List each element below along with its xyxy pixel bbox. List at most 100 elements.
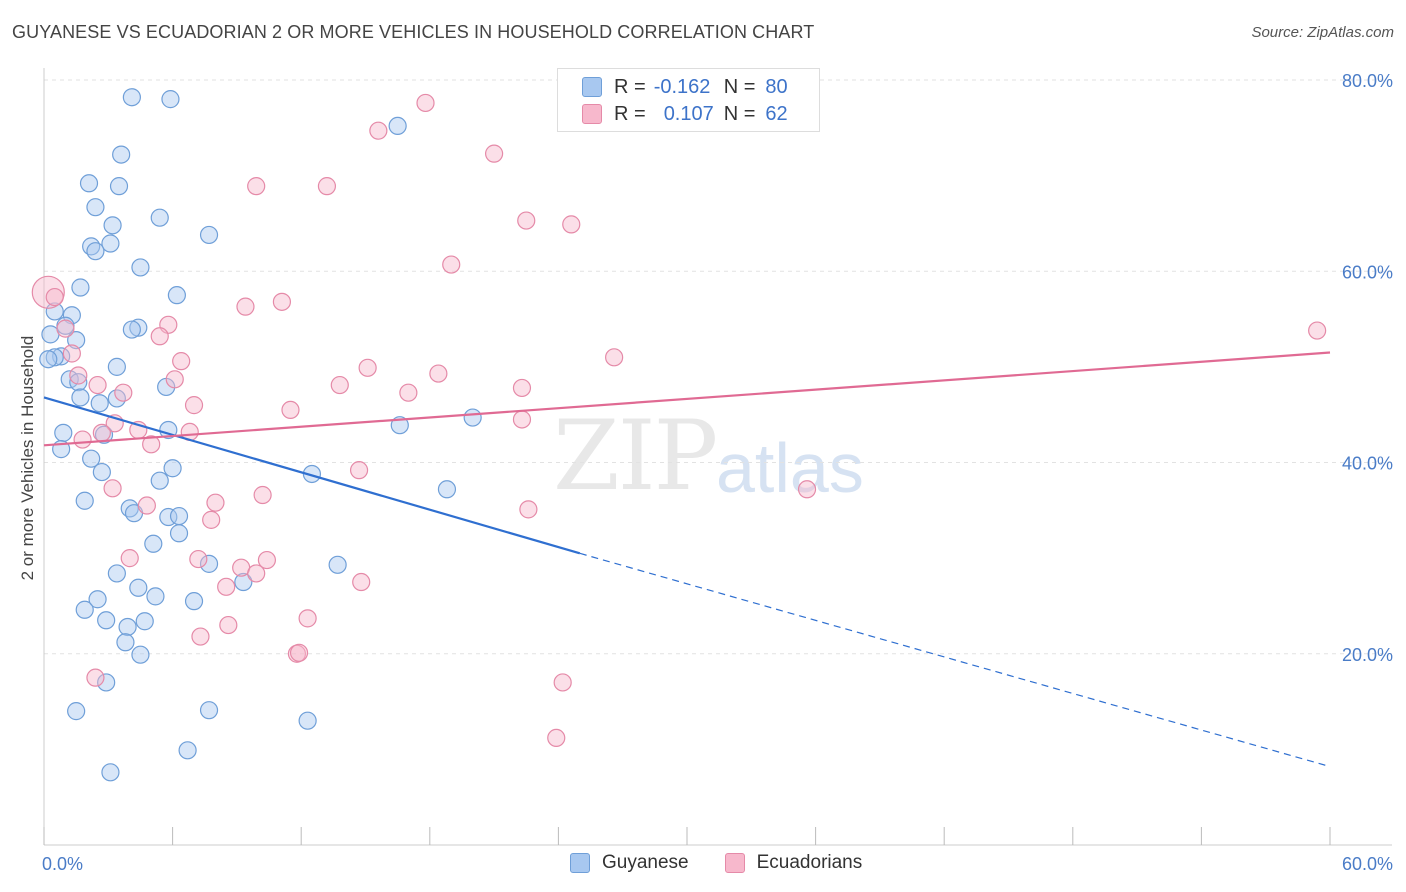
- r-value: 0.107: [663, 102, 714, 125]
- guyanese-point: [129, 578, 148, 597]
- ecuadorians-point: [349, 461, 369, 480]
- y-tick-label: 80.0%: [1342, 71, 1393, 91]
- ecuadorians-point: [73, 430, 92, 449]
- ecuadorians-point: [137, 496, 156, 515]
- guyanese-point: [45, 348, 64, 367]
- ecuadorians-point: [317, 177, 337, 196]
- guyanese-point: [463, 408, 482, 427]
- legend-item-guyanese[interactable]: Guyanese: [570, 852, 689, 874]
- y-axis-label: 2 or more Vehicles in Household: [18, 336, 37, 581]
- ecuadorians-point: [236, 297, 255, 316]
- ecuadorians-point: [191, 627, 210, 646]
- guyanese-point: [88, 590, 107, 609]
- ecuadorians-point: [189, 549, 208, 569]
- guyanese-point: [116, 633, 135, 652]
- ecuadorians-point: [184, 396, 204, 415]
- ecuadorians-point: [114, 383, 133, 402]
- guyanese-point: [75, 491, 94, 510]
- ecuadorians-trend-line: [43, 351, 1331, 447]
- guyanese-point: [131, 258, 150, 277]
- ecuadorians-point: [442, 255, 461, 274]
- guyanese-point: [129, 318, 148, 337]
- guyanese-point: [388, 116, 407, 136]
- r-label: R =: [614, 102, 646, 125]
- y-tick-label: 60.0%: [1342, 262, 1393, 282]
- guyanese-point: [178, 741, 197, 760]
- guyanese-point: [79, 174, 99, 193]
- n-label: N =: [723, 102, 756, 125]
- guyanese-point: [163, 459, 182, 478]
- guyanese-swatch: [570, 853, 590, 873]
- ecuadorians-point: [150, 327, 169, 346]
- ecuadorians-point: [253, 485, 272, 505]
- ecuadorians-point: [429, 364, 448, 383]
- ecuadorians-point: [56, 319, 75, 338]
- source-credit: Source: ZipAtlas.com: [1251, 24, 1394, 41]
- ecuadorians-point: [553, 673, 572, 692]
- ecuadorians-point: [562, 215, 581, 234]
- guyanese-point: [71, 388, 90, 407]
- ecuadorians-point: [517, 211, 536, 230]
- watermark-zip: ZIP: [553, 400, 718, 512]
- guyanese-point: [75, 600, 94, 619]
- guyanese-point: [103, 216, 122, 235]
- guyanese-point: [92, 462, 111, 482]
- guyanese-point: [101, 234, 120, 253]
- ecuadorians-point: [519, 500, 538, 519]
- guyanese-point: [199, 554, 219, 573]
- ecuadorians-point: [202, 510, 221, 529]
- guyanese-point: [86, 242, 105, 261]
- ecuadorians-point: [289, 643, 309, 662]
- guyanese-point: [437, 480, 457, 499]
- watermark-atlas: atlas: [716, 429, 864, 507]
- guyanese-point: [45, 302, 64, 321]
- ecuadorians-point: [485, 144, 504, 163]
- legend-label: Guyanese: [602, 852, 689, 873]
- x-tick-label: 60.0%: [1342, 854, 1393, 874]
- ecuadorians-point: [257, 550, 277, 570]
- guyanese-point: [107, 357, 126, 376]
- legend-item-ecuadorians[interactable]: Ecuadorians: [724, 852, 863, 874]
- guyanese-point: [54, 423, 73, 442]
- n-value: 62: [765, 102, 788, 125]
- guyanese-point: [86, 198, 105, 217]
- guyanese-point: [167, 286, 186, 305]
- guyanese-point: [67, 331, 86, 350]
- ecuadorians-point: [206, 493, 225, 512]
- guyanese-point: [82, 449, 101, 468]
- ecuadorians-point: [88, 375, 107, 395]
- ecuadorians-point: [330, 375, 349, 395]
- guyanese-point: [199, 701, 219, 720]
- guyanese-point: [135, 612, 154, 631]
- guyanese-point: [199, 225, 219, 245]
- r-value: -0.162: [653, 75, 711, 98]
- ecuadorians-point: [399, 383, 418, 402]
- guyanese-point: [107, 564, 126, 583]
- legend-label: Ecuadorians: [756, 852, 863, 873]
- chart-title: GUYANESE VS ECUADORIAN 2 OR MORE VEHICLE…: [12, 22, 815, 42]
- ecuadorians-point: [547, 728, 566, 748]
- ecuadorians-point: [217, 577, 236, 596]
- ecuadorians-point: [86, 668, 105, 687]
- guyanese-point: [112, 145, 131, 164]
- guyanese-point: [101, 763, 120, 782]
- guyanese-trend-line: [43, 396, 581, 555]
- guyanese-point: [150, 471, 169, 490]
- ecuadorians-point: [247, 564, 266, 583]
- y-tick-label: 40.0%: [1342, 454, 1393, 474]
- ecuadorians-point: [247, 177, 266, 196]
- ecuadorians-point: [1308, 321, 1327, 340]
- ecuadorians-point: [416, 93, 435, 113]
- ecuadorians-point: [172, 352, 191, 371]
- guyanese-point: [122, 320, 141, 339]
- ecuadorians-point: [45, 287, 64, 307]
- guyanese-point: [169, 506, 189, 526]
- guyanese-point: [71, 278, 90, 297]
- correlation-legend: R = -0.162 N = 80 R = 0.107 N = 62: [557, 68, 820, 132]
- ecuadorians-point: [512, 378, 532, 398]
- legend-row-guyanese: R = -0.162 N = 80: [582, 75, 788, 99]
- ecuadorians-swatch: [724, 853, 745, 873]
- ecuadorians-point: [369, 121, 388, 140]
- ecuadorians-point: [352, 572, 371, 592]
